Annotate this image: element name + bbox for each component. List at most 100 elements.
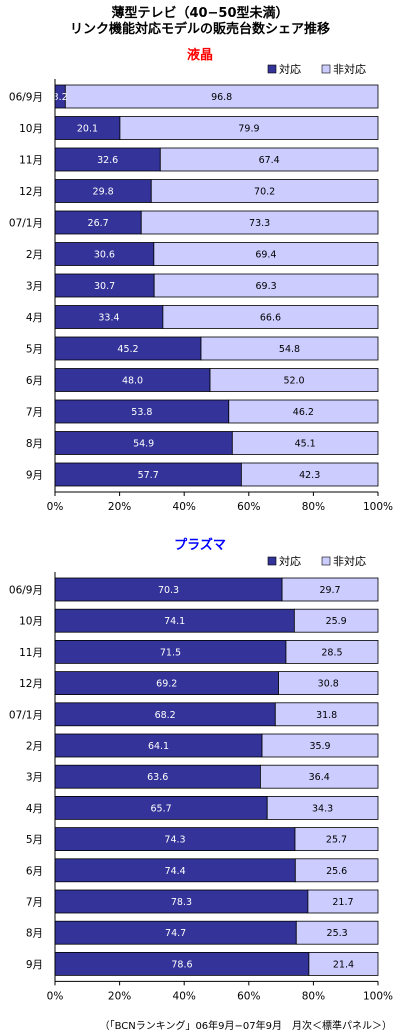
lcd-data-label-unsupported: 52.0 — [283, 376, 304, 387]
plasma-data-label-unsupported: 21.4 — [333, 959, 354, 970]
lcd-bar-unsupported — [150, 179, 379, 203]
plasma-category-label: 7月 — [26, 897, 43, 909]
plasma-data-label-unsupported: 34.3 — [312, 803, 333, 814]
plasma-data-label-supported: 63.6 — [147, 772, 168, 783]
plasma-bar-row: 9月 78.6 21.4 — [26, 951, 379, 976]
lcd-data-label-supported: 20.1 — [77, 124, 98, 135]
lcd-data-label-unsupported: 45.1 — [295, 439, 316, 450]
plasma-chart: 対応 非対応 06/9月 70.3 29.7 10月 74.1 25.9 11月 71.5 28.5… — [9, 554, 393, 1002]
plasma-bar-unsupported — [260, 764, 379, 789]
plasma-data-label-unsupported: 25.6 — [326, 866, 347, 877]
plasma-chart-title: プラズマ — [174, 538, 226, 553]
lcd-data-label-supported: 45.2 — [117, 344, 138, 355]
lcd-data-label-supported: 30.6 — [94, 250, 115, 261]
plasma-data-label-unsupported: 21.7 — [332, 897, 353, 908]
plasma-data-label-supported: 68.2 — [155, 710, 176, 721]
plasma-category-label: 11月 — [19, 647, 43, 659]
plasma-legend-swatch-1 — [321, 556, 331, 566]
lcd-x-tick-label: 60% — [237, 501, 260, 513]
plasma-data-label-unsupported: 35.9 — [309, 741, 330, 752]
lcd-data-label-unsupported: 66.6 — [260, 313, 281, 324]
lcd-data-label-unsupported: 42.3 — [299, 470, 320, 481]
plasma-bar-row: 4月 65.7 34.3 — [26, 795, 379, 820]
plasma-x-tick-label: 60% — [237, 990, 260, 1002]
lcd-data-label-unsupported: 96.8 — [211, 92, 232, 103]
lcd-x-tick-label: 0% — [47, 501, 64, 513]
plasma-bar-row: 11月 71.5 28.5 — [19, 640, 379, 664]
lcd-bar-unsupported — [162, 305, 379, 329]
plasma-bar-unsupported — [278, 671, 379, 695]
lcd-bar-unsupported — [119, 116, 379, 140]
plasma-data-label-supported: 69.2 — [156, 679, 177, 690]
plasma-data-label-supported: 71.5 — [160, 647, 181, 658]
lcd-x-tick-label: 20% — [108, 501, 131, 513]
lcd-bar-unsupported — [159, 147, 379, 172]
plasma-category-label: 2月 — [26, 741, 43, 753]
plasma-category-label: 07/1月 — [9, 709, 43, 721]
lcd-bar-row: 6月 48.0 52.0 — [26, 368, 379, 392]
plasma-data-label-supported: 74.4 — [165, 866, 186, 877]
plasma-category-label: 6月 — [26, 865, 43, 877]
lcd-category-label: 9月 — [26, 470, 43, 482]
source-note: （「BCNランキング」06年9月−07年9月 月次＜標準パネル＞） — [99, 1021, 392, 1032]
plasma-category-label: 12月 — [19, 678, 43, 690]
lcd-bar-row: 10月 20.1 79.9 — [19, 116, 379, 140]
chart-title-line1: 薄型テレビ（40−50型未満） — [111, 6, 289, 21]
lcd-bar-row: 9月 57.7 42.3 — [26, 462, 379, 487]
lcd-legend-swatch-1 — [321, 64, 331, 74]
plasma-bar-row: 8月 74.7 25.3 — [26, 920, 379, 945]
plasma-bar-unsupported — [261, 733, 379, 758]
lcd-data-label-supported: 26.7 — [88, 218, 109, 229]
plasma-bar-unsupported — [285, 640, 379, 664]
plasma-bar-unsupported — [293, 608, 379, 633]
lcd-data-label-supported: 32.6 — [97, 155, 118, 166]
plasma-data-label-unsupported: 36.4 — [309, 772, 330, 783]
plasma-data-label-unsupported: 25.9 — [326, 616, 347, 627]
lcd-category-label: 6月 — [26, 375, 43, 387]
lcd-category-label: 5月 — [26, 344, 43, 356]
lcd-data-label-unsupported: 79.9 — [238, 124, 259, 135]
plasma-bar-unsupported — [266, 795, 379, 820]
plasma-bar-row: 2月 64.1 35.9 — [26, 733, 379, 758]
plasma-data-label-supported: 64.1 — [148, 741, 169, 752]
plasma-bar-row: 07/1月 68.2 31.8 — [9, 702, 379, 727]
plasma-bar-unsupported — [295, 920, 379, 945]
lcd-data-label-supported: 53.8 — [131, 407, 152, 418]
lcd-bar-row: 06/9月 3.2 96.8 — [9, 84, 379, 109]
lcd-data-label-supported: 3.2 — [53, 92, 68, 103]
lcd-bar-row: 11月 32.6 67.4 — [19, 147, 379, 172]
plasma-data-label-supported: 65.7 — [151, 803, 172, 814]
lcd-bar-unsupported — [64, 84, 379, 109]
plasma-x-tick-label: 20% — [108, 990, 131, 1002]
chart-title-line2: リンク機能対応モデルの販売台数シェア推移 — [69, 22, 330, 37]
plasma-data-label-supported: 74.3 — [164, 835, 185, 846]
lcd-category-label: 06/9月 — [9, 92, 43, 104]
plasma-data-label-supported: 78.6 — [171, 959, 192, 970]
plasma-data-label-unsupported: 30.8 — [318, 679, 339, 690]
plasma-bar-row: 3月 63.6 36.4 — [26, 764, 379, 789]
plasma-category-label: 06/9月 — [9, 585, 43, 597]
plasma-x-tick-label: 40% — [173, 990, 196, 1002]
lcd-category-label: 4月 — [26, 312, 43, 324]
lcd-category-label: 11月 — [19, 155, 43, 167]
lcd-bar-row: 2月 30.6 69.4 — [26, 242, 379, 266]
plasma-legend-label-0: 対応 — [279, 554, 301, 568]
plasma-legend-swatch-0 — [267, 556, 277, 566]
lcd-data-label-unsupported: 73.3 — [249, 218, 270, 229]
plasma-data-label-unsupported: 28.5 — [321, 647, 342, 658]
lcd-data-label-supported: 48.0 — [122, 376, 143, 387]
plasma-bar-row: 10月 74.1 25.9 — [19, 608, 379, 633]
lcd-bar-row: 8月 54.9 45.1 — [26, 431, 379, 455]
plasma-data-label-unsupported: 29.7 — [319, 585, 340, 596]
lcd-legend-label-1: 非対応 — [333, 62, 366, 76]
lcd-bar-unsupported — [140, 210, 379, 235]
lcd-data-label-unsupported: 46.2 — [293, 407, 314, 418]
lcd-x-tick-label: 40% — [173, 501, 196, 513]
lcd-data-label-supported: 30.7 — [94, 281, 115, 292]
plasma-bar-unsupported — [281, 577, 379, 602]
lcd-data-label-supported: 29.8 — [93, 187, 114, 198]
plasma-legend: 対応 非対応 — [267, 554, 366, 568]
plasma-bar-row: 7月 78.3 21.7 — [26, 889, 379, 914]
plasma-legend-label-1: 非対応 — [333, 554, 366, 568]
